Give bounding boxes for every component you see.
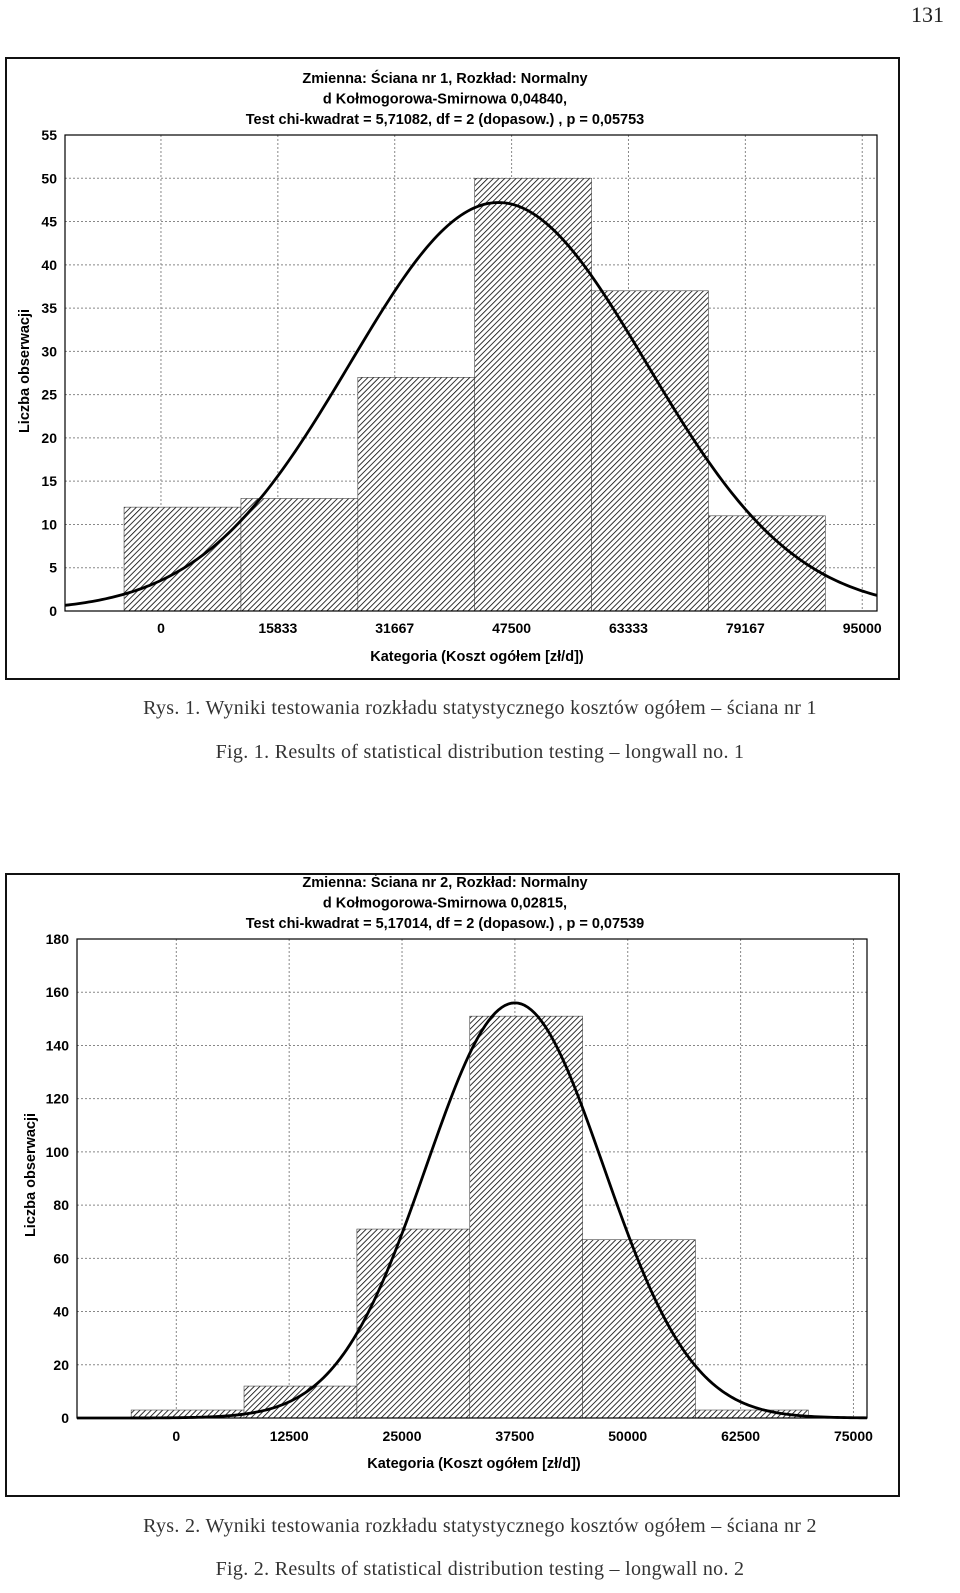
chart-title-line-3: Test chi-kwadrat = 5,71082, df = 2 (dopa… — [246, 112, 645, 128]
histogram-bar — [243, 1385, 358, 1419]
x-tick-label: 15833 — [258, 620, 297, 636]
y-tick-label: 0 — [61, 1410, 69, 1426]
y-tick-label: 0 — [49, 603, 57, 619]
x-tick-label: 25000 — [383, 1428, 422, 1444]
histogram-svg-2: Zmienna: Ściana nr 2, Rozkład: Normalny d… — [23, 875, 873, 1472]
y-tick-label: 100 — [46, 1144, 70, 1160]
x-axis-label: Kategoria (Koszt ogółem [zł/d]) — [370, 649, 584, 665]
y-tick-label: 25 — [41, 387, 57, 403]
x-tick-label: 79167 — [726, 620, 765, 636]
figure-1-caption-pl: Rys. 1. Wyniki testowania rozkładu staty… — [143, 697, 817, 719]
histogram-bar — [591, 290, 709, 612]
x-tick-label: 95000 — [843, 620, 882, 636]
y-tick-label: 10 — [41, 516, 57, 532]
histogram-bar — [474, 177, 592, 612]
y-axis-label: Liczba obserwacji — [17, 309, 33, 433]
fitted-normal-curve — [77, 1001, 868, 1420]
histogram-bar — [582, 1239, 696, 1419]
y-tick-label: 45 — [41, 214, 57, 230]
x-tick-label: 0 — [172, 1428, 180, 1444]
y-tick-label: 40 — [41, 257, 57, 273]
x-tick-label: 47500 — [492, 620, 531, 636]
y-tick-label: 60 — [53, 1250, 69, 1266]
x-tick-label: 31667 — [375, 620, 414, 636]
chart-title-line-1: Zmienna: Ściana nr 1, Rozkład: Normalny — [302, 69, 587, 87]
x-tick-label: 0 — [157, 620, 165, 636]
y-tick-label: 50 — [41, 170, 57, 186]
figure-2-caption-pl: Rys. 2. Wyniki testowania rozkładu staty… — [143, 1515, 817, 1537]
histogram-bar — [356, 1228, 471, 1419]
histogram-chart-2: Zmienna: Ściana nr 2, Rozkład: Normalny d… — [5, 873, 900, 1497]
figure-2-caption-en: Fig. 2. Results of statistical distribut… — [215, 1558, 745, 1580]
y-tick-label: 20 — [41, 430, 57, 446]
y-tick-label: 180 — [46, 931, 70, 947]
y-tick-label: 80 — [53, 1197, 69, 1213]
histogram-bar — [469, 1015, 583, 1419]
histogram-bar — [240, 498, 359, 612]
plot-area-border — [64, 134, 878, 612]
histogram-bar — [123, 506, 242, 612]
y-axis-label: Liczba obserwacji — [23, 1113, 39, 1237]
plot-area-border — [76, 938, 868, 1419]
histogram-bar — [357, 377, 475, 612]
histogram-svg-1: Zmienna: Ściana nr 1, Rozkład: Normalny d… — [17, 69, 882, 665]
x-axis-label: Kategoria (Koszt ogółem [zł/d]) — [367, 1456, 581, 1472]
chart-title-line-1: Zmienna: Ściana nr 2, Rozkład: Normalny — [302, 875, 587, 891]
x-tick-label: 12500 — [270, 1428, 309, 1444]
y-tick-label: 55 — [41, 127, 57, 143]
y-tick-label: 160 — [46, 984, 70, 1000]
histogram-chart-1: Zmienna: Ściana nr 1, Rozkład: Normalny d… — [5, 57, 900, 680]
y-tick-label: 35 — [41, 300, 57, 316]
page-number: 131 — [911, 2, 944, 27]
fitted-normal-curve — [64, 201, 878, 607]
y-tick-label: 20 — [53, 1357, 69, 1373]
x-tick-label: 50000 — [608, 1428, 647, 1444]
y-tick-label: 40 — [53, 1304, 69, 1320]
y-tick-label: 5 — [49, 560, 57, 576]
y-tick-label: 120 — [46, 1091, 70, 1107]
y-tick-label: 140 — [46, 1037, 70, 1053]
x-tick-label: 37500 — [495, 1428, 534, 1444]
y-tick-label: 15 — [41, 473, 57, 489]
chart-title-line-2: d Kołmogorowa-Smirnowa 0,02815, — [323, 896, 567, 912]
x-tick-label: 63333 — [609, 620, 648, 636]
figure-1-caption-en: Fig. 1. Results of statistical distribut… — [215, 741, 745, 763]
y-tick-label: 30 — [41, 343, 57, 359]
x-tick-label: 62500 — [721, 1428, 760, 1444]
chart-title-line-2: d Kołmogorowa-Smirnowa 0,04840, — [323, 92, 567, 108]
x-tick-label: 75000 — [834, 1428, 873, 1444]
chart-title-line-3: Test chi-kwadrat = 5,17014, df = 2 (dopa… — [246, 916, 645, 932]
